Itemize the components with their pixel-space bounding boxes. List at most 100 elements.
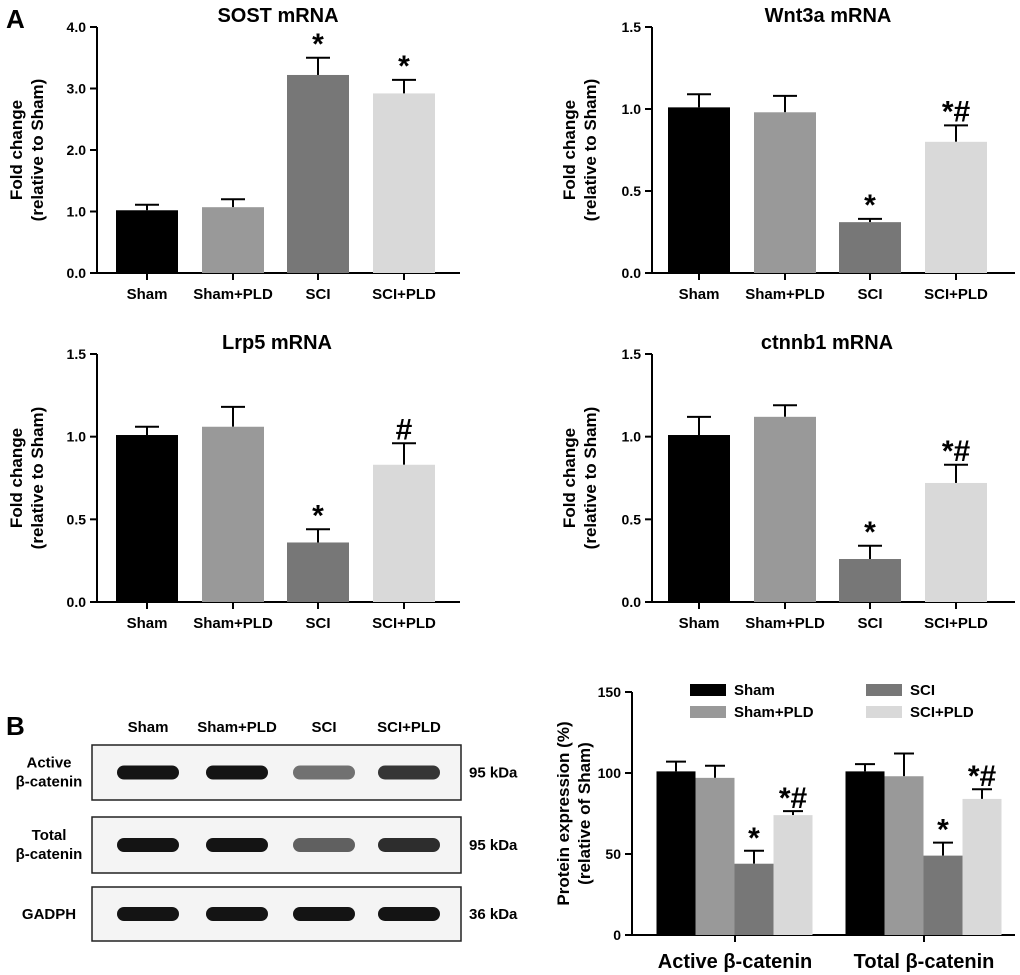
legend-label: SCI+PLD	[910, 704, 974, 721]
significance-marker: #	[396, 413, 413, 446]
significance-marker: *	[312, 499, 324, 532]
bar	[925, 141, 987, 273]
bar	[287, 74, 349, 273]
bar	[668, 107, 730, 273]
blot-band	[378, 765, 440, 780]
blot-row-label: Active β-catenin	[16, 755, 83, 791]
bar	[754, 112, 816, 273]
x-tick-label: Total β-catenin	[854, 951, 995, 973]
y-tick-label: 1.0	[622, 101, 642, 117]
y-axis-label-line: (relative to Sham)	[581, 79, 600, 222]
blot-row-label: GADPH	[22, 906, 76, 923]
blot-row-label-line: Active	[26, 755, 71, 772]
y-axis-label-line: (relative to Sham)	[28, 407, 47, 550]
blot-band	[293, 838, 355, 852]
y-tick-label: 0.0	[622, 594, 642, 610]
y-tick-label: 1.5	[622, 346, 642, 362]
y-axis-label-line: (relative to Sham)	[581, 407, 600, 550]
bar	[373, 93, 435, 273]
y-axis-label-line: Fold change	[7, 100, 26, 200]
bar	[116, 210, 178, 273]
legend-swatch	[690, 684, 726, 696]
y-axis-label-line: Protein expression (%)	[554, 721, 573, 905]
y-tick-label: 2.0	[67, 142, 87, 158]
y-tick-label: 50	[605, 846, 621, 862]
significance-marker: *	[312, 28, 324, 61]
blot-lane-label: SCI+PLD	[377, 719, 441, 736]
bar	[287, 542, 349, 602]
blot-band	[117, 838, 179, 852]
y-axis-label-line: (relative to Sham)	[28, 79, 47, 222]
significance-marker: *#	[968, 760, 997, 793]
bar	[668, 435, 730, 602]
significance-marker: *	[748, 822, 760, 855]
chart-title: SOST mRNA	[217, 5, 338, 27]
x-tick-label: Active β-catenin	[658, 951, 812, 973]
x-tick-label: Sham+PLD	[745, 615, 825, 632]
y-tick-label: 100	[598, 765, 622, 781]
significance-marker: *#	[779, 782, 808, 815]
legend-label: Sham+PLD	[734, 704, 814, 721]
blot-band	[206, 838, 268, 852]
blot-lane-label: Sham	[128, 719, 169, 736]
bar	[839, 222, 901, 273]
significance-marker: *	[398, 50, 410, 83]
y-tick-label: 3.0	[67, 81, 87, 97]
y-tick-label: 1.5	[67, 346, 87, 362]
x-tick-label: SCI+PLD	[924, 286, 988, 303]
blot-band	[117, 765, 179, 780]
legend-swatch	[690, 706, 726, 718]
blot-row-label-line: GADPH	[22, 906, 76, 923]
y-tick-label: 1.0	[622, 429, 642, 445]
y-axis-label: Fold change (relative to Sham)	[560, 79, 600, 222]
x-tick-label: Sham+PLD	[193, 615, 273, 632]
chart-protein-expression: Protein expression (%) (relative of Sham)…	[554, 682, 1015, 973]
bar	[923, 855, 963, 935]
legend-label: SCI	[910, 682, 935, 699]
panel-b-label: B	[6, 711, 25, 741]
chart-title: ctnnb1 mRNA	[761, 332, 893, 354]
bar	[845, 771, 885, 935]
x-tick-label: Sham	[679, 286, 720, 303]
y-axis-label-line: Fold change	[560, 428, 579, 528]
bar	[116, 435, 178, 602]
y-tick-label: 0.5	[622, 511, 642, 527]
y-axis-label: Protein expression (%) (relative of Sham)	[554, 721, 594, 905]
x-tick-label: Sham	[679, 615, 720, 632]
blot-band	[378, 838, 440, 852]
bar	[754, 416, 816, 602]
y-tick-label: 0.0	[67, 594, 87, 610]
x-tick-label: Sham	[127, 286, 168, 303]
panel-a-label: A	[6, 4, 25, 34]
blot-band	[117, 907, 179, 921]
bar	[202, 426, 264, 602]
chart-ctnnb1-mrna: ctnnb1 mRNA Fold change (relative to Sham)…	[560, 332, 1015, 632]
y-tick-label: 1.5	[622, 19, 642, 35]
bar	[962, 798, 1002, 935]
y-tick-label: 0.0	[622, 265, 642, 281]
y-tick-label: 0.5	[67, 511, 87, 527]
blot-row-label: Total β-catenin	[16, 827, 83, 863]
chart-lrp5-mrna: Lrp5 mRNA Fold change (relative to Sham) 0.…	[7, 332, 460, 632]
blot-band	[293, 765, 355, 780]
x-tick-label: SCI	[305, 615, 330, 632]
significance-marker: *#	[942, 95, 971, 128]
blot-lane-label: Sham+PLD	[197, 719, 277, 736]
x-tick-label: SCI	[305, 286, 330, 303]
x-tick-label: SCI+PLD	[924, 615, 988, 632]
y-axis-label-line: Fold change	[560, 100, 579, 200]
y-axis-label-line: Fold change	[7, 428, 26, 528]
x-tick-label: SCI+PLD	[372, 286, 436, 303]
bar	[373, 464, 435, 602]
y-tick-label: 1.0	[67, 429, 87, 445]
legend-label: Sham	[734, 682, 775, 699]
legend-swatch	[866, 706, 902, 718]
chart-title: Wnt3a mRNA	[765, 5, 892, 27]
y-tick-label: 4.0	[67, 19, 87, 35]
legend-swatch	[866, 684, 902, 696]
bar	[839, 559, 901, 602]
y-tick-label: 0	[613, 927, 621, 943]
y-tick-label: 0.0	[67, 265, 87, 281]
blot-band	[378, 907, 440, 921]
